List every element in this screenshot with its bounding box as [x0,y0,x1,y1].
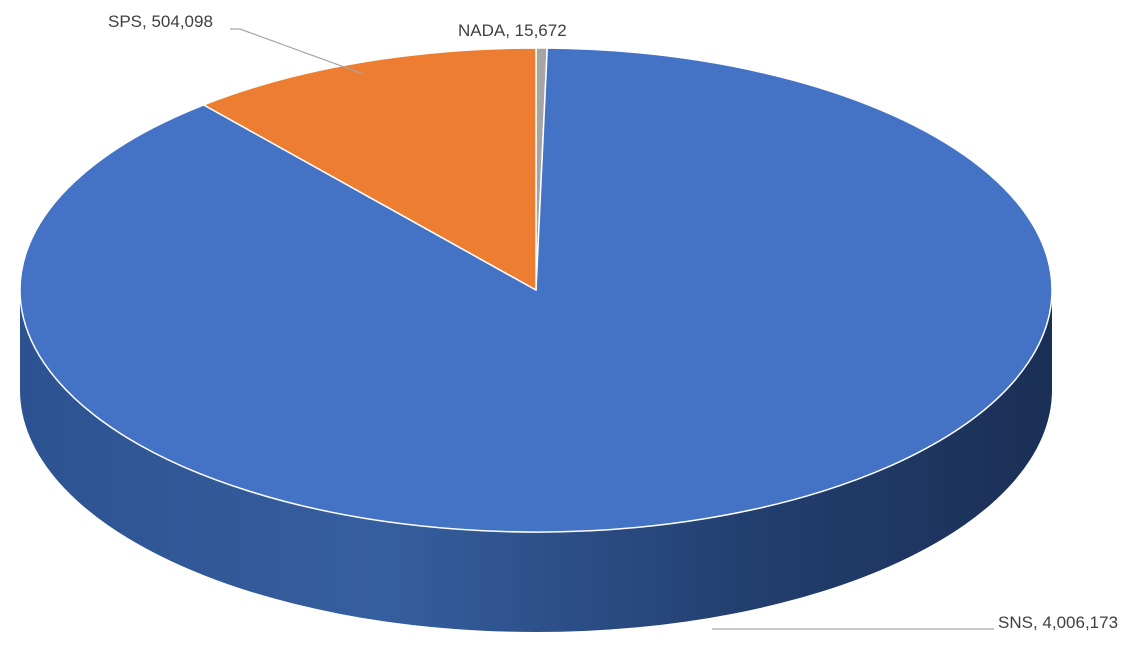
pie-slice-sps [202,47,537,291]
leader-line-sps [230,28,364,75]
pie-top-face [19,47,1053,533]
pie-side-sns [20,290,1052,632]
data-label-sps: SPS, 504,098 [108,12,213,31]
pie-side-wall [20,290,1052,632]
data-label-sns: SNS, 4,006,173 [998,613,1118,632]
data-label-nada: NADA, 15,672 [458,21,567,40]
leader-lines [230,28,994,630]
data-labels: SPS, 504,098 NADA, 15,672 SNS, 4,006,173 [108,12,1118,632]
